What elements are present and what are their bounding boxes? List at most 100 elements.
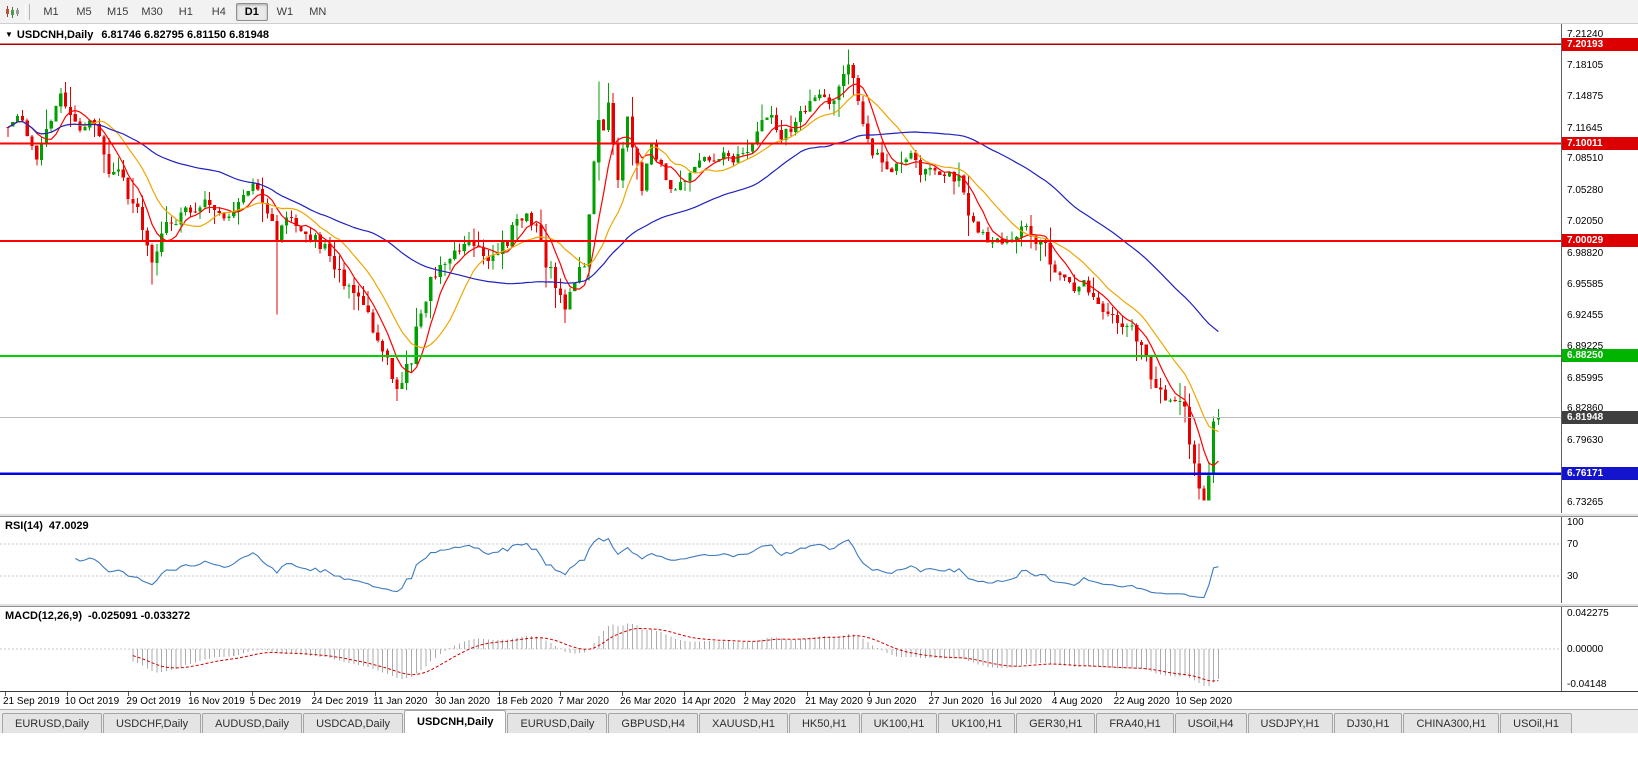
- price-axis-label: 6.92455: [1567, 309, 1604, 321]
- chart-tab-uk100-h1[interactable]: UK100,H1: [860, 713, 938, 733]
- macd-axis[interactable]: 0.042275 0.00000 -0.04148: [1561, 607, 1638, 691]
- chart-tab-ger30-h1[interactable]: GER30,H1: [1016, 713, 1096, 733]
- macd-plot[interactable]: MACD(12,26,9) -0.025091 -0.033272: [0, 607, 1561, 691]
- timeframe-button-h4[interactable]: H4: [211, 5, 226, 18]
- chart-tab-audusd-daily[interactable]: AUDUSD,Daily: [202, 713, 303, 733]
- date-axis-label: 21 May 2020: [805, 696, 863, 707]
- macd-axis-label: 0.042275: [1567, 608, 1609, 619]
- chart-tab-usoil-h1[interactable]: USOil,H1: [1500, 713, 1572, 733]
- chart-tab-china300-h1[interactable]: CHINA300,H1: [1403, 713, 1500, 733]
- chart-tab-usoil-h4[interactable]: USOil,H4: [1174, 713, 1247, 733]
- date-tick: [66, 692, 68, 696]
- date-tick: [992, 692, 994, 696]
- date-axis-label: 5 Dec 2019: [249, 696, 301, 707]
- rsi-axis-label: 70: [1567, 539, 1579, 550]
- date-axis-label: 10 Oct 2019: [64, 696, 120, 707]
- date-axis-label: 16 Jul 2020: [990, 696, 1042, 707]
- price-axis-label: 7.18105: [1567, 59, 1604, 71]
- rsi-axis[interactable]: 100 70 30: [1561, 517, 1638, 603]
- price-axis-label: 6.82860: [1567, 403, 1604, 415]
- bottom-filler: [0, 733, 1638, 770]
- price-axis-label: 7.05280: [1567, 184, 1604, 196]
- timeframe-button-mn[interactable]: MN: [309, 5, 327, 18]
- timeframe-button-d1[interactable]: D1: [235, 2, 268, 21]
- macd-label: MACD(12,26,9) -0.025091 -0.033272: [5, 610, 190, 622]
- macd-axis-label: -0.04148: [1567, 679, 1607, 690]
- panel-splitter[interactable]: [0, 513, 1638, 517]
- chart-tab-usdchf-daily[interactable]: USDCHF,Daily: [102, 713, 202, 733]
- date-tick: [807, 692, 809, 696]
- chart-tab-usdcnh-daily[interactable]: USDCNH,Daily: [404, 710, 507, 733]
- rsi-panel: RSI(14) 47.0029 100 70 30: [0, 517, 1638, 603]
- price-axis-label: 6.89225: [1567, 341, 1604, 353]
- panel-splitter[interactable]: [0, 603, 1638, 607]
- timeframe-button-m1[interactable]: M1: [43, 5, 59, 18]
- date-axis-label: 27 Jun 2020: [928, 696, 984, 707]
- timeframe-button-w1[interactable]: W1: [276, 5, 294, 18]
- price-axis-label: 7.21240: [1567, 29, 1604, 40]
- date-tick: [1115, 692, 1117, 696]
- date-axis[interactable]: 21 Sep 2019 10 Oct 2019 29 Oct 2019 16 Nov …: [0, 691, 1638, 709]
- date-axis-label: 24 Dec 2019: [311, 696, 369, 707]
- level-badge-7.10011: 7.10011: [1562, 137, 1638, 151]
- chart-tab-gbpusd-h4[interactable]: GBPUSD,H4: [608, 713, 698, 733]
- date-axis-label: 7 Mar 2020: [558, 696, 609, 707]
- date-axis-label: 18 Feb 2020: [496, 696, 553, 707]
- chart-tab-usdjpy-h1[interactable]: USDJPY,H1: [1247, 713, 1333, 733]
- rsi-axis-label: 100: [1567, 517, 1584, 528]
- chart-tab-hk50-h1[interactable]: HK50,H1: [788, 713, 860, 733]
- level-badge-6.88250: 6.88250: [1562, 349, 1638, 363]
- date-axis-label: 22 Aug 2020: [1113, 696, 1170, 707]
- date-tick: [560, 692, 562, 696]
- rsi-axis-label: 30: [1567, 571, 1579, 582]
- price-axis-label: 7.02050: [1567, 216, 1604, 228]
- date-tick: [5, 692, 6, 696]
- candlestick-chart[interactable]: [0, 24, 1561, 513]
- chart-tab-usdcad-daily[interactable]: USDCAD,Daily: [303, 713, 404, 733]
- collapse-triangle-icon[interactable]: ▼: [5, 30, 13, 39]
- date-axis-label: 21 Sep 2019: [3, 696, 60, 707]
- macd-chart[interactable]: [0, 607, 1561, 691]
- date-tick: [622, 692, 623, 696]
- macd-panel: MACD(12,26,9) -0.025091 -0.033272 0.04227…: [0, 607, 1638, 691]
- price-axis[interactable]: 7.21240 7.18105 7.14875 7.11645 7.08510 7.052…: [1561, 24, 1638, 513]
- chart-symbol-label: USDCNH,Daily: [16, 29, 94, 41]
- date-axis-label: 16 Nov 2019: [188, 696, 245, 707]
- timeframe-button-m5[interactable]: M5: [76, 5, 92, 18]
- toolbar-grip[interactable]: [25, 3, 30, 20]
- chart-tab-fra40-h1[interactable]: FRA40,H1: [1096, 713, 1174, 733]
- date-tick: [190, 692, 192, 696]
- rsi-chart[interactable]: [0, 517, 1561, 603]
- price-axis-label: 6.98820: [1567, 247, 1604, 259]
- price-axis-label: 7.08510: [1567, 153, 1604, 165]
- price-axis-label: 6.85995: [1567, 372, 1604, 384]
- date-tick: [436, 692, 438, 696]
- chart-tab-dj30-h1[interactable]: DJ30,H1: [1333, 713, 1403, 733]
- date-axis-label: 4 Aug 2020: [1051, 696, 1103, 707]
- date-axis-label: 2 May 2020: [743, 696, 796, 707]
- timeframe-button-m30[interactable]: M30: [141, 5, 163, 18]
- chart-tab-eurusd-daily[interactable]: EURUSD,Daily: [507, 713, 608, 733]
- rsi-plot[interactable]: RSI(14) 47.0029: [0, 517, 1561, 603]
- date-tick: [745, 692, 747, 696]
- date-tick: [930, 692, 932, 696]
- price-axis-label: 6.79630: [1567, 434, 1604, 446]
- date-tick: [375, 692, 377, 696]
- date-axis-label: 29 Oct 2019: [126, 696, 181, 707]
- timeframe-button-m15[interactable]: M15: [107, 5, 129, 18]
- price-axis-label: 6.95585: [1567, 279, 1604, 291]
- chart-ohlc-values: 6.81746 6.82795 6.81150 6.81948: [101, 29, 269, 41]
- price-chart-plot[interactable]: ▼ USDCNH,Daily 6.81746 6.82795 6.81150 6.8…: [0, 24, 1561, 513]
- chart-tab-eurusd-daily[interactable]: EURUSD,Daily: [2, 713, 102, 733]
- timeframe-button-h1[interactable]: H1: [178, 5, 193, 18]
- chart-tab-xauusd-h1[interactable]: XAUUSD,H1: [698, 713, 788, 733]
- price-chart-panel: ▼ USDCNH,Daily 6.81746 6.82795 6.81150 6.8…: [0, 24, 1638, 513]
- chart-tab-bar: EURUSD,Daily USDCHF,Daily AUDUSD,Daily USDC…: [0, 709, 1638, 733]
- chart-periods-icon[interactable]: [4, 5, 20, 19]
- date-tick: [1053, 692, 1055, 696]
- price-axis-label: 6.73265: [1567, 497, 1604, 508]
- price-axis-label: 7.14875: [1567, 91, 1604, 103]
- date-tick: [868, 692, 870, 696]
- chart-tab-uk100-h1[interactable]: UK100,H1: [938, 713, 1016, 733]
